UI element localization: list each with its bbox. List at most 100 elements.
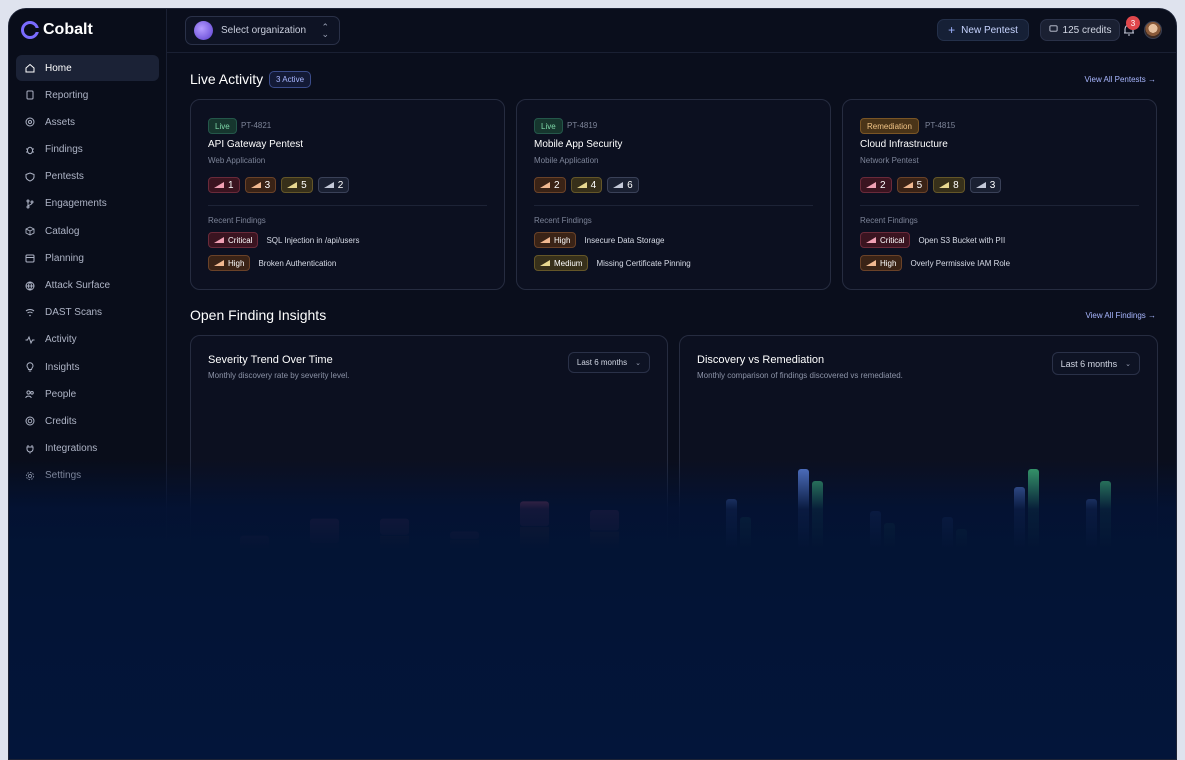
recent-finding[interactable]: Critical SQL Injection in /api/users — [208, 232, 360, 248]
severity-count-badge: 2 — [860, 177, 892, 193]
sidebar-item-label: Attack Surface — [45, 280, 111, 291]
sidebar-item-people[interactable]: People — [16, 381, 159, 407]
severity-trend-subtitle: Monthly discovery rate by severity level… — [208, 371, 350, 380]
branch-icon — [25, 199, 35, 209]
stacked-bar-segment — [520, 501, 549, 527]
grouped-bar — [1028, 469, 1039, 571]
sidebar-item-insights[interactable]: Insights — [16, 354, 159, 380]
plug-icon — [25, 444, 35, 454]
document-icon — [25, 90, 35, 100]
organization-placeholder: Select organization — [221, 25, 307, 36]
pentest-card[interactable]: Remediation PT-4815 Cloud Infrastructure Ne… — [842, 99, 1157, 290]
cobalt-logo[interactable]: Cobalt — [21, 19, 93, 41]
open-finding-insights-title: Open Finding Insights — [190, 307, 327, 323]
severity-counts: 1 3 5 2 — [208, 177, 350, 193]
severity-count-badge: 2 — [317, 177, 350, 193]
stacked-bar-segment — [520, 583, 549, 595]
new-pentest-button[interactable]: + New Pentest — [937, 19, 1029, 41]
severity-badge: Critical — [208, 232, 259, 248]
sidebar-item-label: Settings — [45, 470, 82, 482]
pentest-card[interactable]: Live PT-4819 Mobile App Security Mobile App… — [516, 99, 831, 290]
recent-finding[interactable]: High Insecure Data Storage — [534, 232, 665, 248]
active-count-badge: 3 Active — [269, 71, 312, 88]
home-icon — [25, 63, 35, 73]
stacked-bar-segment — [450, 570, 479, 583]
sidebar-item-integrations[interactable]: Integrations — [16, 436, 159, 462]
sidebar-item-reporting[interactable]: Reporting — [16, 82, 159, 108]
severity-count: 2 — [337, 179, 344, 191]
stacked-bar-segment — [310, 518, 339, 544]
discovery-range-select[interactable]: Last 6 months ⌄ — [1051, 352, 1140, 375]
stacked-bar-segment — [590, 531, 619, 561]
severity-count-badge: 5 — [896, 177, 929, 193]
stacked-bar-segment — [310, 583, 339, 595]
credits-button[interactable]: 125 credits — [1040, 19, 1120, 41]
grouped-bar — [870, 511, 881, 571]
status-badge: Remediation — [860, 118, 919, 134]
sidebar-item-label: Home — [45, 62, 72, 74]
sidebar-item-credits[interactable]: Credits — [16, 408, 159, 434]
grouped-bar — [956, 529, 967, 571]
status-badge: Live — [534, 118, 563, 134]
stacked-bar-segment — [310, 544, 339, 570]
topbar: Select organization ⌃ ⌄ + New Pentest 125… — [167, 9, 1176, 53]
severity-label: High — [228, 258, 245, 268]
discovery-range-label: Last 6 months — [1060, 358, 1118, 369]
grouped-bar — [1086, 499, 1097, 571]
severity-range-label: Last 6 months — [576, 358, 628, 367]
sidebar-item-label: Assets — [45, 116, 76, 128]
wallet-icon — [1048, 24, 1058, 36]
stacked-bar-segment — [590, 561, 619, 583]
sidebar-item-findings[interactable]: Findings — [16, 137, 159, 163]
stacked-bar-segment — [520, 557, 549, 583]
bug-icon — [25, 145, 35, 155]
stacked-bar-segment — [380, 535, 409, 570]
signal-icon — [975, 180, 986, 191]
app-window: Cobalt Home Reporting Assets Findings Pentes… — [8, 8, 1177, 760]
severity-badge: High — [208, 255, 251, 271]
sidebar-item-assets[interactable]: Assets — [16, 109, 159, 135]
sidebar-item-pentests[interactable]: Pentests — [16, 164, 159, 190]
severity-badge: High — [860, 255, 903, 271]
pulse-icon — [25, 335, 35, 345]
view-all-pentests-link[interactable]: View All Pentests → — [1084, 75, 1156, 84]
recent-finding[interactable]: High Broken Authentication — [208, 255, 336, 271]
recent-finding[interactable]: Medium Missing Certificate Pinning — [534, 255, 691, 271]
severity-badge: High — [534, 232, 577, 248]
finding-title: Insecure Data Storage — [584, 235, 665, 245]
sidebar-item-dast-scans[interactable]: DAST Scans — [16, 300, 159, 326]
recent-finding[interactable]: Critical Open S3 Bucket with PII — [860, 232, 1005, 248]
sidebar-nav: Home Reporting Assets Findings Pentests Engag… — [16, 55, 159, 490]
sidebar-item-engagements[interactable]: Engagements — [16, 191, 159, 217]
chevron-down-icon: ⌄ — [635, 359, 641, 367]
sidebar-item-home[interactable]: Home — [16, 55, 159, 81]
box-icon — [25, 226, 35, 236]
sidebar-item-activity[interactable]: Activity — [16, 327, 159, 353]
recent-finding[interactable]: High Overly Permissive IAM Role — [860, 255, 1010, 271]
sidebar-item-label: Activity — [45, 334, 77, 346]
severity-range-select[interactable]: Last 6 months ⌄ — [567, 352, 650, 373]
severity-count-badge: 4 — [570, 177, 603, 193]
live-activity-title: Live Activity — [190, 71, 264, 87]
pentest-card[interactable]: Live PT-4821 API Gateway Pentest Web Applic… — [190, 99, 505, 290]
sidebar-item-catalog[interactable]: Catalog — [16, 218, 159, 244]
severity-count: 2 — [554, 179, 560, 191]
organization-select[interactable]: Select organization ⌃ ⌄ — [185, 16, 340, 45]
severity-badge: Critical — [860, 232, 911, 248]
stacked-bar-segment — [240, 565, 269, 583]
severity-trend-panel: Severity Trend Over Time Monthly discove… — [190, 335, 668, 759]
signal-icon — [576, 180, 587, 191]
sidebar-item-settings[interactable]: Settings — [16, 463, 159, 489]
severity-trend-chart — [240, 501, 619, 595]
sidebar-item-attack-surface[interactable]: Attack Surface — [16, 273, 159, 299]
coin-icon — [25, 416, 35, 426]
view-all-findings-link[interactable]: View All Findings → — [1085, 311, 1156, 320]
signal-icon — [214, 236, 224, 245]
user-avatar[interactable] — [1144, 21, 1162, 39]
sidebar-item-planning[interactable]: Planning — [16, 245, 159, 271]
stacked-bar-segment — [240, 583, 269, 595]
stacked-bar-segment — [520, 527, 549, 557]
chevron-down-icon: ⌄ — [1125, 360, 1131, 368]
finding-title: Missing Certificate Pinning — [596, 258, 691, 268]
recent-findings-label: Recent Findings — [860, 216, 918, 225]
